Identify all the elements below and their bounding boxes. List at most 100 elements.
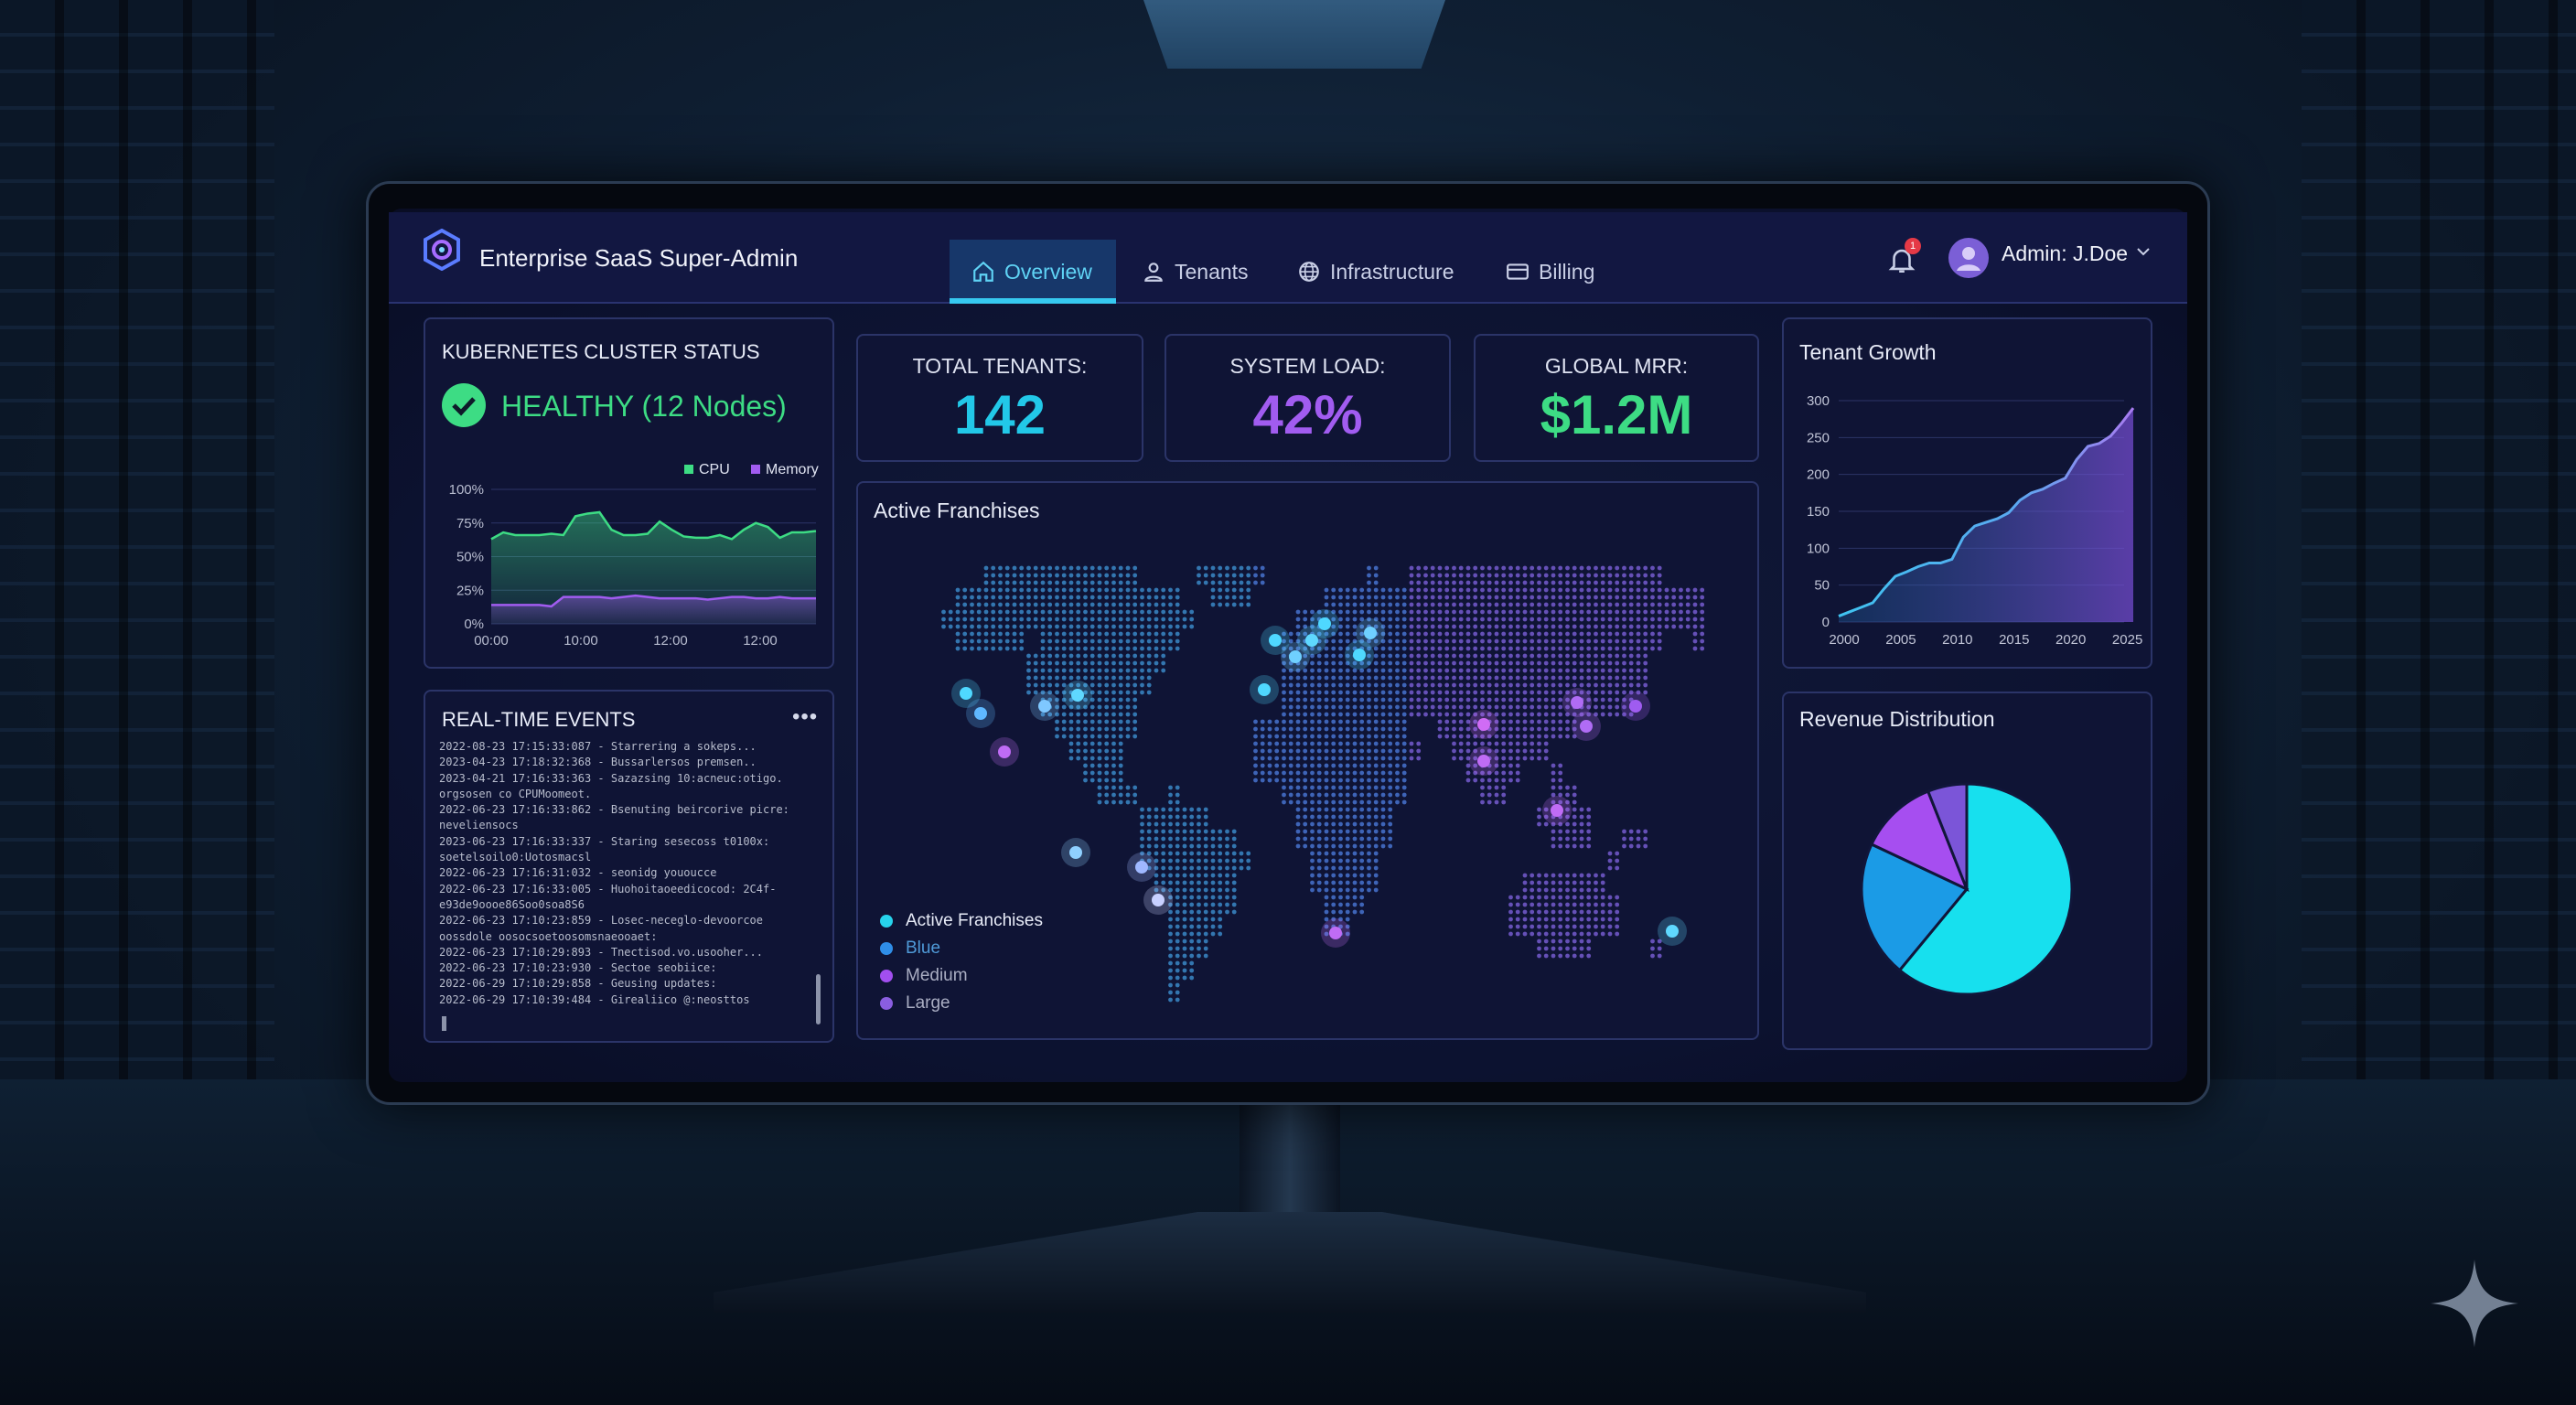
more-horizontal-icon[interactable]: ••• xyxy=(792,704,819,729)
franchise-hotspot xyxy=(1580,720,1593,733)
map-dot xyxy=(1465,734,1471,739)
user-menu-label[interactable]: Admin: J.Doe xyxy=(2002,241,2129,265)
tab-label: Overview xyxy=(1004,259,1092,284)
map-dot xyxy=(1650,938,1655,944)
map-dot xyxy=(1012,587,1017,593)
map-dot xyxy=(1657,646,1662,651)
map-dot xyxy=(1628,712,1634,717)
map-dot xyxy=(1083,778,1088,783)
map-dot xyxy=(1367,807,1371,812)
map-dot xyxy=(1515,719,1520,724)
franchise-hotspot xyxy=(998,745,1011,758)
map-dot xyxy=(1480,587,1485,593)
map-dot xyxy=(1253,763,1258,768)
map-dot xyxy=(1579,829,1584,834)
map-dot xyxy=(1636,829,1641,834)
map-dot xyxy=(1154,843,1159,849)
map-dot xyxy=(1650,595,1655,600)
map-dot xyxy=(1189,609,1195,615)
map-dot xyxy=(1444,617,1450,622)
map-dot xyxy=(1401,660,1407,666)
map-dot xyxy=(983,580,989,585)
map-dot xyxy=(1146,638,1152,644)
tab-infrastructure[interactable]: Infrastructure xyxy=(1297,240,1454,304)
map-dot xyxy=(1487,624,1492,629)
map-dot xyxy=(1197,580,1201,585)
tab-label: Tenants xyxy=(1175,259,1249,284)
map-dot xyxy=(1004,587,1010,593)
map-dot xyxy=(1324,609,1329,615)
tab-billing[interactable]: Billing xyxy=(1506,240,1594,304)
map-dot xyxy=(1501,697,1507,702)
map-dot xyxy=(1586,924,1592,929)
map-dot xyxy=(1168,895,1173,900)
map-dot xyxy=(1572,573,1577,578)
map-dot xyxy=(1182,821,1187,827)
map-dot xyxy=(1416,690,1422,695)
map-dot xyxy=(1664,617,1669,622)
map-dot xyxy=(1324,638,1329,644)
map-dot xyxy=(1218,931,1223,937)
map-dot xyxy=(1316,734,1322,739)
map-dot xyxy=(1097,778,1102,783)
map-dot xyxy=(1111,660,1116,666)
map-dot xyxy=(948,617,953,622)
map-dot xyxy=(1210,602,1216,607)
map-dot xyxy=(1444,726,1450,732)
map-dot xyxy=(1423,587,1428,593)
map-dot xyxy=(1231,909,1237,915)
map-dot xyxy=(1282,660,1286,666)
gear-hexagon-icon[interactable] xyxy=(421,229,463,271)
map-dot xyxy=(1473,704,1478,710)
map-dot xyxy=(1537,734,1541,739)
map-dot xyxy=(1643,836,1648,842)
map-dot xyxy=(1494,785,1499,790)
event-log-scrollbar[interactable] xyxy=(816,974,821,1024)
map-dot xyxy=(1324,887,1329,893)
map-dot xyxy=(1615,646,1620,651)
map-dot xyxy=(1316,653,1322,659)
map-dot xyxy=(1282,675,1286,681)
map-dot xyxy=(1267,726,1272,732)
map-dot xyxy=(1367,646,1371,651)
map-dot xyxy=(1572,909,1577,915)
map-dot xyxy=(1480,792,1485,798)
map-dot xyxy=(1055,734,1059,739)
map-dot xyxy=(1537,938,1541,944)
map-dot xyxy=(1154,624,1159,629)
map-dot xyxy=(1600,924,1605,929)
map-dot xyxy=(1628,595,1634,600)
map-dot xyxy=(1700,609,1705,615)
franchise-hotspot xyxy=(1258,683,1271,696)
map-dot xyxy=(1203,814,1208,820)
map-dot xyxy=(1345,902,1350,907)
map-dot xyxy=(1068,712,1074,717)
map-dot xyxy=(1104,638,1110,644)
map-dot xyxy=(1047,565,1053,571)
bell-icon[interactable] xyxy=(1886,243,1917,276)
map-dot xyxy=(1146,587,1152,593)
world-map[interactable] xyxy=(856,481,1759,1040)
tab-tenants[interactable]: Tenants xyxy=(1142,240,1249,304)
map-dot xyxy=(1572,646,1577,651)
map-dot xyxy=(1679,595,1683,600)
map-dot xyxy=(1061,595,1067,600)
map-dot xyxy=(1083,748,1088,754)
map-dot xyxy=(1373,617,1379,622)
map-dot xyxy=(1465,631,1471,637)
tab-overview[interactable]: Overview xyxy=(971,240,1092,304)
avatar[interactable] xyxy=(1948,238,1989,278)
map-dot xyxy=(1437,675,1443,681)
map-dot xyxy=(1558,697,1563,702)
map-dot xyxy=(1168,931,1173,937)
map-dot xyxy=(1650,638,1655,644)
map-dot xyxy=(1437,565,1443,571)
chevron-down-icon[interactable] xyxy=(2135,243,2152,260)
map-dot xyxy=(1501,638,1507,644)
map-dot xyxy=(1182,880,1187,885)
map-dot xyxy=(1345,821,1350,827)
map-dot xyxy=(1373,770,1379,776)
map-dot xyxy=(1458,675,1464,681)
map-dot xyxy=(1437,587,1443,593)
map-dot xyxy=(1218,887,1223,893)
